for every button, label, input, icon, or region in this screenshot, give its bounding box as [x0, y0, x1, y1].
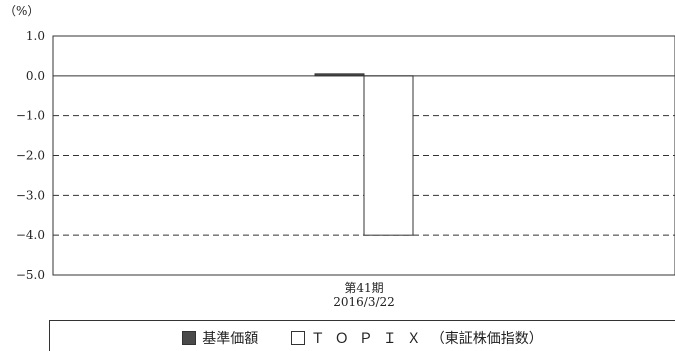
legend-swatch-filled-icon: [182, 331, 197, 345]
y-tick-labels: 1.0 0.0 −1.0 −2.0 −3.0 −4.0 −5.0: [16, 29, 45, 282]
legend-label-topix: ＴＯＰＩＸ: [310, 331, 431, 347]
legend-label-nav: 基準価額: [202, 331, 259, 347]
plot-frame: [52, 35, 675, 276]
category-label-period: 第41期: [344, 281, 383, 295]
legend: 基準価額 ＴＯＰＩＸ （東証株価指数）: [49, 320, 675, 351]
y-tick-label: −3.0: [16, 188, 45, 202]
y-unit-label: （%）: [4, 4, 39, 18]
y-tick-label: 0.0: [26, 69, 45, 83]
y-tick-label: 1.0: [26, 29, 45, 43]
y-tick-label: −5.0: [16, 268, 45, 282]
bars: [314, 73, 414, 236]
category-label-date: 2016/3/22: [333, 295, 395, 309]
bar-topix: [363, 75, 414, 236]
y-tick-label: −4.0: [16, 228, 45, 242]
y-tick-label: −1.0: [16, 109, 45, 123]
legend-item-topix: ＴＯＰＩＸ （東証株価指数）: [290, 328, 543, 348]
legend-swatch-empty-icon: [290, 331, 305, 345]
legend-item-nav: 基準価額: [182, 328, 258, 348]
legend-label-topix-suffix: （東証株価指数）: [430, 331, 543, 347]
y-tick-label: −2.0: [16, 149, 45, 163]
